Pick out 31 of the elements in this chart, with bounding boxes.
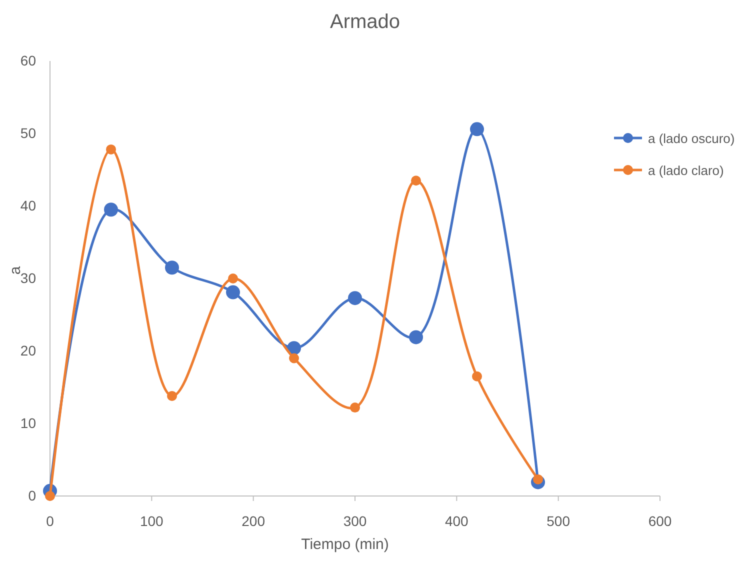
y-tick-label: 20 <box>20 342 36 358</box>
x-tick-label: 100 <box>140 513 164 529</box>
x-tick-label: 400 <box>444 513 469 529</box>
point <box>104 202 118 217</box>
y-tick-label: 60 <box>20 52 36 68</box>
y-tick-label: 10 <box>20 414 36 431</box>
point <box>165 260 179 275</box>
point <box>289 353 299 364</box>
point <box>226 285 240 300</box>
x-tick-label: 600 <box>648 513 672 529</box>
x-tick-label: 500 <box>546 513 570 529</box>
point <box>167 390 177 401</box>
point <box>470 122 484 136</box>
point <box>228 274 238 284</box>
x-tick-label: 200 <box>242 513 266 529</box>
point <box>411 176 421 186</box>
point <box>348 291 362 306</box>
y-tick-label: 40 <box>20 197 36 214</box>
x-tick-label: 300 <box>343 513 367 529</box>
point <box>106 144 116 154</box>
point <box>472 371 482 382</box>
legend-label: a (lado oscuro) <box>648 131 735 146</box>
x-axis-title: Tiempo (min) <box>301 536 389 553</box>
y-tick-label: 0 <box>28 487 36 504</box>
point <box>409 330 423 344</box>
y-tick-label: 30 <box>20 270 36 286</box>
chart-title: Armado <box>330 11 400 33</box>
legend-label: a (lado claro) <box>648 163 724 178</box>
x-tick-label: 0 <box>46 513 54 529</box>
y-tick-label: 50 <box>20 124 36 141</box>
point <box>350 402 360 413</box>
